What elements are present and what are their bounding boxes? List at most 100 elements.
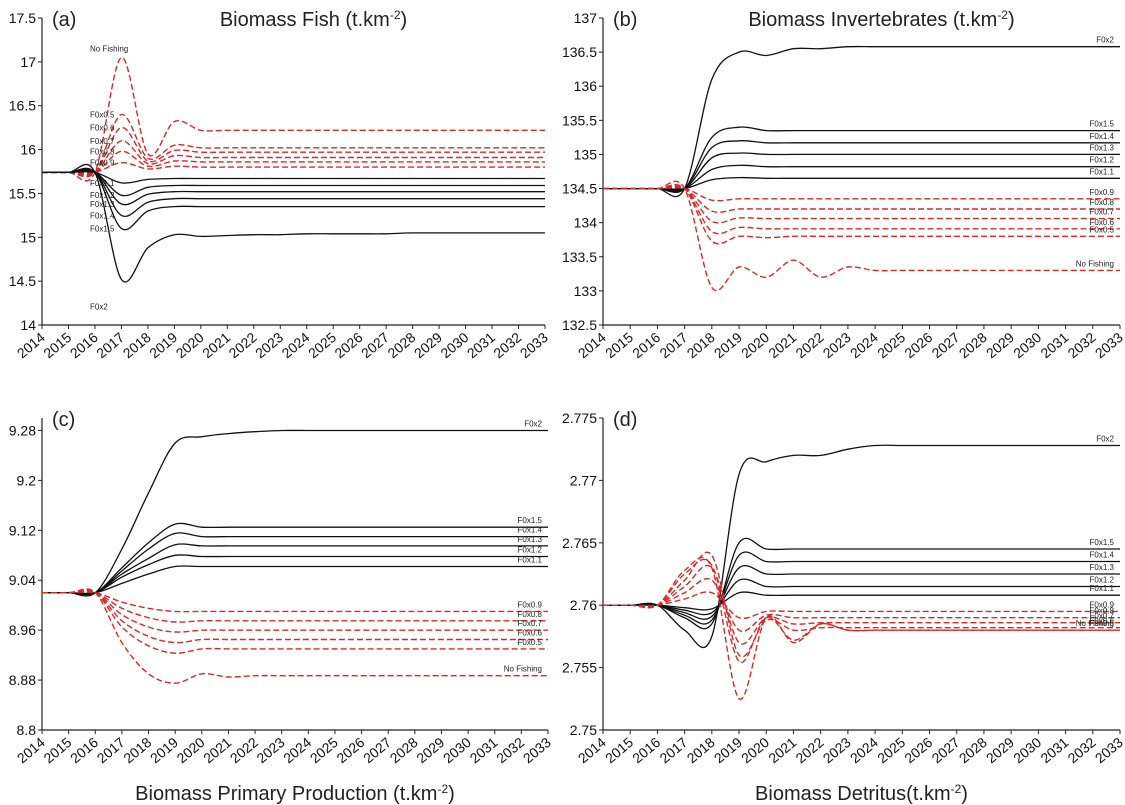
y-tick-label: 8.96 [9, 622, 36, 638]
y-tick-label: 14 [20, 317, 36, 333]
panel-letter: (a) [52, 9, 76, 31]
series-label: F0x1.2 [90, 191, 115, 200]
y-tick-label: 9.28 [9, 422, 36, 438]
series-label: F0x0.6 [1090, 617, 1115, 626]
series-label: F0x0.9 [90, 159, 115, 168]
chart-title: Biomass Invertebrates (t.km-2) [748, 8, 1014, 31]
series-line-f0x1-2 [603, 578, 1120, 616]
series-line-f0x1-5 [603, 537, 1120, 630]
y-tick-label: 132.5 [562, 317, 597, 333]
x-tick-label: 2029 [411, 329, 445, 361]
series-label: F0x0.7 [90, 137, 115, 146]
y-tick-label: 134 [574, 215, 598, 231]
x-tick-label: 2026 [333, 734, 367, 766]
x-tick-label: 2028 [956, 329, 990, 361]
series-line-f0x1-4 [42, 168, 545, 217]
x-tick-label: 2027 [929, 329, 963, 361]
x-tick-label: 2017 [93, 329, 127, 361]
x-tick-label: 2030 [1010, 734, 1044, 766]
series-label: F0x1.1 [518, 556, 543, 565]
x-tick-label: 2019 [711, 329, 745, 361]
y-tick-label: 17.5 [9, 10, 36, 26]
y-tick-label: 133.5 [562, 249, 597, 265]
panel-letter: (b) [613, 9, 637, 31]
x-tick-label: 2015 [40, 329, 74, 361]
x-tick-label: 2023 [820, 734, 854, 766]
series-label: F0x0.7 [1090, 612, 1115, 621]
x-tick-label: 2028 [384, 329, 418, 361]
y-tick-label: 135.5 [562, 112, 597, 128]
series-label: F0x0.8 [1090, 198, 1115, 207]
series-line-f0x1-3 [42, 169, 545, 206]
series-line-f0x0-5 [603, 558, 1120, 664]
x-tick-label: 2025 [874, 329, 908, 361]
series-line-f0x0-7 [41, 590, 548, 633]
series-line-f0x0-9 [41, 591, 548, 613]
y-tick-label: 134.5 [562, 181, 597, 197]
x-tick-label: 2022 [226, 329, 260, 361]
x-tick-label: 2026 [331, 329, 365, 361]
series-line-f0x2 [603, 45, 1120, 198]
series-line-f0x1-1 [41, 565, 548, 595]
series-label: F0x0.9 [1090, 188, 1115, 197]
series-label: F0x1.4 [1090, 551, 1115, 560]
series-line-no-fishing [603, 556, 1120, 700]
series-label: F0x1.2 [1090, 575, 1115, 584]
series-line-f0x1-1 [42, 170, 545, 184]
x-tick-label: 2019 [711, 734, 745, 766]
series-label: F0x0.9 [518, 600, 543, 609]
x-tick-label: 2033 [520, 734, 554, 766]
series-label: F0x1.1 [1090, 584, 1115, 593]
x-tick-label: 2022 [792, 329, 826, 361]
series-label: No Fishing [1076, 619, 1114, 628]
y-tick-label: 137 [574, 10, 598, 26]
x-tick-label: 2021 [765, 734, 799, 766]
x-tick-label: 2024 [847, 734, 881, 766]
series-label: F0x1.3 [1090, 143, 1115, 152]
y-tick-label: 8.8 [17, 722, 37, 738]
series-label: F0x1.2 [518, 546, 543, 555]
series-label: F0x2 [1096, 434, 1114, 443]
x-tick-label: 2015 [602, 734, 636, 766]
chart-title: Biomass Primary Production (t.km-2) [135, 782, 455, 805]
series-label: F0x0.5 [90, 110, 115, 119]
y-tick-label: 9.12 [9, 522, 36, 538]
x-tick-label: 2016 [629, 329, 663, 361]
y-tick-label: 2.755 [562, 660, 597, 676]
series-label: F0x0.7 [1090, 208, 1115, 217]
x-tick-label: 2024 [279, 329, 313, 361]
y-tick-label: 2.77 [570, 472, 597, 488]
series-line-f0x1-5 [41, 522, 549, 596]
series-label: F0x0.5 [1090, 619, 1115, 628]
series-label: F0x0.6 [1090, 218, 1115, 227]
panel-b: 132.5 133 133.5 134 134.5 135 135.5 136 136.5 137… [562, 8, 1125, 361]
x-tick-label: 2021 [199, 329, 233, 361]
x-tick-label: 2023 [253, 734, 287, 766]
x-tick-label: 2024 [847, 329, 881, 361]
x-tick-label: 2027 [358, 329, 392, 361]
series-label: F0x1.4 [90, 211, 115, 220]
series-line-f0x0-6 [603, 184, 1120, 235]
x-tick-label: 2025 [874, 734, 908, 766]
x-tick-label: 2030 [440, 734, 474, 766]
series-label: No Fishing [90, 44, 128, 53]
x-tick-label: 2018 [120, 329, 154, 361]
series-label: F0x1.5 [90, 225, 115, 234]
series-label: No Fishing [504, 665, 542, 674]
chart-title: Biomass Detritus(t.km-2) [755, 782, 968, 805]
x-tick-label: 2022 [792, 734, 826, 766]
x-tick-label: 2026 [901, 329, 935, 361]
x-tick-label: 2022 [227, 734, 261, 766]
x-tick-label: 2020 [738, 329, 772, 361]
x-tick-label: 2032 [493, 734, 527, 766]
series-label: F0x0.8 [1090, 607, 1115, 616]
y-tick-label: 17 [20, 54, 36, 70]
series-label: F0x1.5 [1090, 538, 1115, 547]
x-tick-label: 2023 [252, 329, 286, 361]
series-label: F0x0.8 [518, 610, 543, 619]
x-tick-label: 2020 [174, 734, 208, 766]
x-tick-label: 2033 [1092, 329, 1125, 361]
x-tick-label: 2021 [200, 734, 234, 766]
y-tick-label: 135 [574, 146, 598, 162]
